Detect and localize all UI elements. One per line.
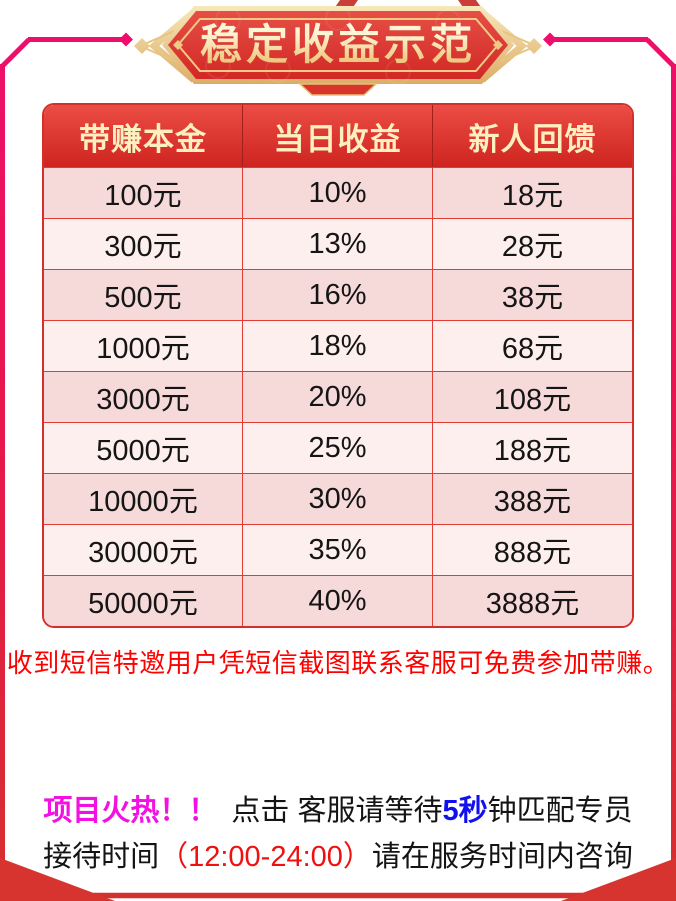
table-cell: 68元 (433, 320, 632, 371)
service-hours-tail: 请在服务时间内咨询 (371, 841, 633, 873)
table-row: 300元 13% 28元 (44, 218, 632, 269)
table-row: 3000元 20% 108元 (44, 371, 632, 422)
footer-info: 项目火热！！ 点击 客服请等待5秒钟匹配专员 接待时间（12:00-24:00）请… (0, 788, 676, 880)
table-cell: 1000元 (44, 320, 243, 371)
earnings-table: 带赚本金 当日收益 新人回馈 100元 10% 18元 300元 13% 28元 500元 1… (42, 103, 634, 628)
table-cell: 188元 (433, 422, 632, 473)
table-cell: 30% (243, 473, 433, 524)
banner-ornament (134, 0, 542, 96)
table-cell: 100元 (44, 167, 243, 218)
table-cell: 18元 (433, 167, 632, 218)
diamond-ornament-left (134, 38, 150, 54)
table-header-daily-return: 当日收益 (243, 105, 433, 167)
footer-click-service-text[interactable]: 点击 客服请等待 (231, 795, 443, 827)
table-row: 30000元 35% 888元 (44, 524, 632, 575)
table-row: 50000元 40% 3888元 (44, 575, 632, 626)
table-cell: 13% (243, 218, 433, 269)
table-cell: 38元 (433, 269, 632, 320)
table-cell: 3888元 (433, 575, 632, 626)
table-row: 1000元 18% 68元 (44, 320, 632, 371)
table-cell: 40% (243, 575, 433, 626)
table-cell: 35% (243, 524, 433, 575)
diamond-ornament-right (526, 38, 542, 54)
table-cell: 3000元 (44, 371, 243, 422)
table-row: 100元 10% 18元 (44, 167, 632, 218)
banner-title: 稳定收益示范 (128, 22, 548, 68)
table-cell: 20% (243, 371, 433, 422)
table-cell: 50000元 (44, 575, 243, 626)
table-cell: 25% (243, 422, 433, 473)
table-cell: 30000元 (44, 524, 243, 575)
table-body: 100元 10% 18元 300元 13% 28元 500元 16% 38元 1000元 18% 68… (44, 167, 632, 626)
table-header-principal: 带赚本金 (44, 105, 243, 167)
table-row: 500元 16% 38元 (44, 269, 632, 320)
table-header-newcomer-reward: 新人回馈 (468, 121, 597, 157)
table-cell: 10000元 (44, 473, 243, 524)
table-cell: 108元 (433, 371, 632, 422)
table-cell: 388元 (433, 473, 632, 524)
sms-invite-note: 收到短信特邀用户凭短信截图联系客服可免费参加带赚。 (6, 648, 670, 678)
table-cell: 500元 (44, 269, 243, 320)
table-cell: 18% (243, 320, 433, 371)
footer-line-2: 接待时间（12:00-24:00）请在服务时间内咨询 (0, 834, 676, 880)
table-cell: 5000元 (44, 422, 243, 473)
table-cell: 300元 (44, 218, 243, 269)
banner: 稳定收益示范 (128, 0, 548, 96)
hot-project-label: 项目火热！！ (43, 795, 218, 827)
service-hours-label: 接待时间 (43, 841, 160, 873)
wait-seconds-highlight: 5秒 (442, 795, 488, 827)
table-header-row: 带赚本金 当日收益 新人回馈 (44, 105, 632, 167)
table-cell: 28元 (433, 218, 632, 269)
table-cell: 16% (243, 269, 433, 320)
footer-match-specialist-text: 钟匹配专员 (487, 795, 633, 827)
table-cell: 888元 (433, 524, 632, 575)
service-hours-value: （12:00-24:00） (159, 841, 372, 873)
table-row: 5000元 25% 188元 (44, 422, 632, 473)
table-cell: 10% (243, 167, 433, 218)
footer-line-1: 项目火热！！ 点击 客服请等待5秒钟匹配专员 (0, 788, 676, 834)
table-row: 10000元 30% 388元 (44, 473, 632, 524)
